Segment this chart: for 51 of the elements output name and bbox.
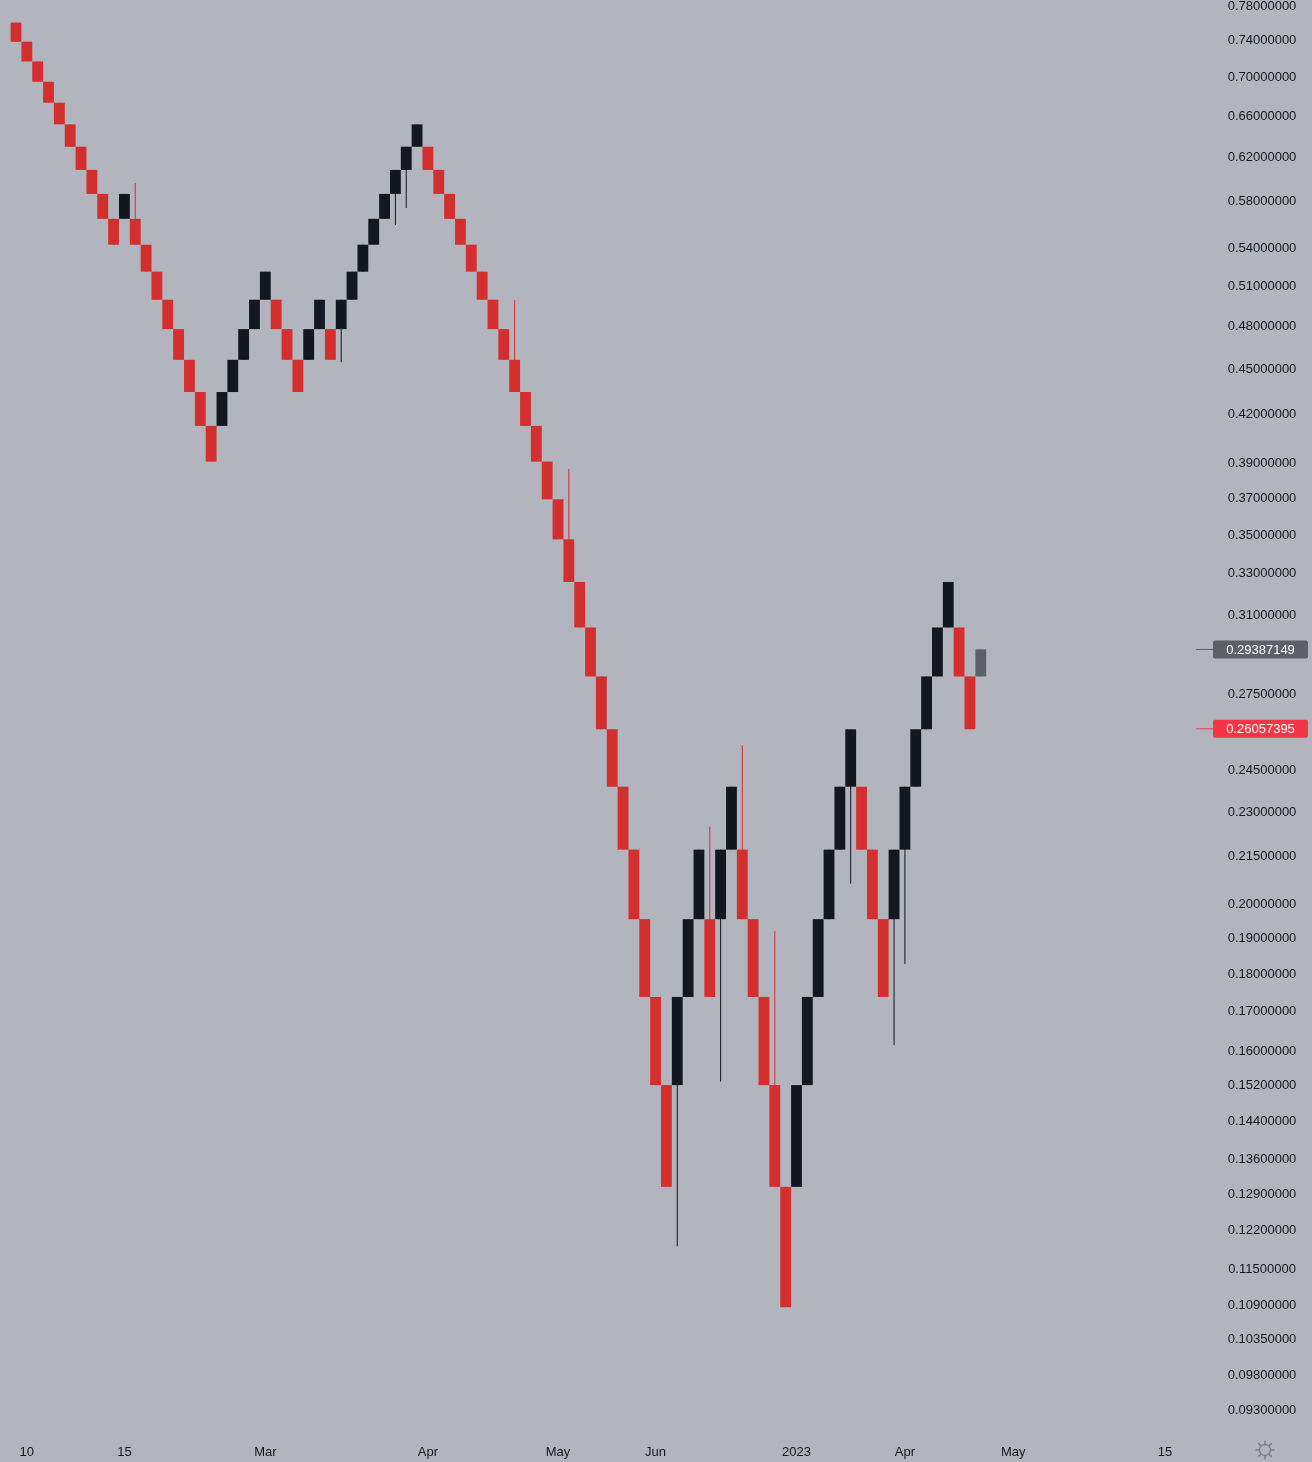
y-tick-label: 0.10900000 [1227, 1296, 1297, 1312]
y-tick-label: 0.11500000 [1228, 1261, 1296, 1277]
ref-line-label: 0.29387149 [1226, 641, 1295, 657]
y-tick-label: 0.17000000 [1227, 1003, 1297, 1019]
y-tick-label: 0.78000000 [1227, 0, 1297, 13]
y-tick-label: 0.10350000 [1227, 1330, 1297, 1346]
y-tick-label: 0.37000000 [1227, 489, 1297, 505]
y-tick-label: 0.51000000 [1227, 278, 1297, 294]
y-tick-label: 0.66000000 [1227, 107, 1297, 123]
y-tick-label: 0.62000000 [1227, 149, 1297, 165]
candlestick [400, 146, 412, 209]
y-tick-label: 0.16000000 [1227, 1043, 1297, 1059]
y-tick-label: 0.19000000 [1227, 929, 1297, 945]
y-tick-label: 0.33000000 [1227, 565, 1297, 581]
y-tick-label: 0.14400000 [1227, 1112, 1297, 1128]
candlestick [32, 60, 44, 83]
y-tick-label: 0.09800000 [1227, 1366, 1297, 1382]
x-tick-label: May [545, 1443, 571, 1459]
y-tick-label: 0.15200000 [1227, 1077, 1297, 1093]
x-tick-label: 2023 [782, 1443, 811, 1459]
y-tick-label: 0.74000000 [1227, 32, 1297, 48]
y-tick-label: 0.42000000 [1227, 406, 1297, 422]
ref-line-label: 0.26057395 [1226, 721, 1295, 737]
y-tick-label: 0.09300000 [1227, 1401, 1297, 1417]
y-tick-label: 0.20000000 [1227, 896, 1297, 912]
x-tick-label: Mar [254, 1443, 278, 1459]
y-tick-label: 0.13600000 [1227, 1150, 1297, 1166]
y-tick-label: 0.12900000 [1227, 1185, 1297, 1201]
y-tick-label: 0.58000000 [1227, 193, 1297, 209]
y-tick-label: 0.12200000 [1227, 1222, 1297, 1238]
x-tick-label: Apr [894, 1443, 916, 1459]
x-tick-label: Apr [417, 1443, 439, 1459]
y-tick-label: 0.35000000 [1227, 526, 1297, 542]
y-tick-label: 0.70000000 [1227, 68, 1297, 84]
y-tick-label: 0.23000000 [1227, 803, 1297, 819]
y-tick-label: 0.18000000 [1227, 965, 1297, 981]
y-tick-label: 0.31000000 [1227, 606, 1297, 622]
x-tick-label: Jun [645, 1443, 667, 1459]
y-tick-label: 0.39000000 [1227, 455, 1297, 471]
y-tick-label: 0.21500000 [1227, 848, 1297, 864]
y-tick-label: 0.54000000 [1227, 240, 1297, 256]
y-tick-label: 0.24500000 [1227, 762, 1297, 778]
x-tick-label: May [1001, 1443, 1027, 1459]
y-tick-label: 0.48000000 [1227, 318, 1297, 334]
x-tick-label: 15 [117, 1443, 132, 1459]
y-tick-label: 0.27500000 [1227, 685, 1297, 701]
candlestick [411, 123, 423, 148]
x-tick-label: 10 [19, 1443, 35, 1459]
x-tick-label: 15 [1157, 1443, 1173, 1459]
y-tick-label: 0.45000000 [1227, 360, 1297, 376]
candlestick [64, 123, 76, 148]
